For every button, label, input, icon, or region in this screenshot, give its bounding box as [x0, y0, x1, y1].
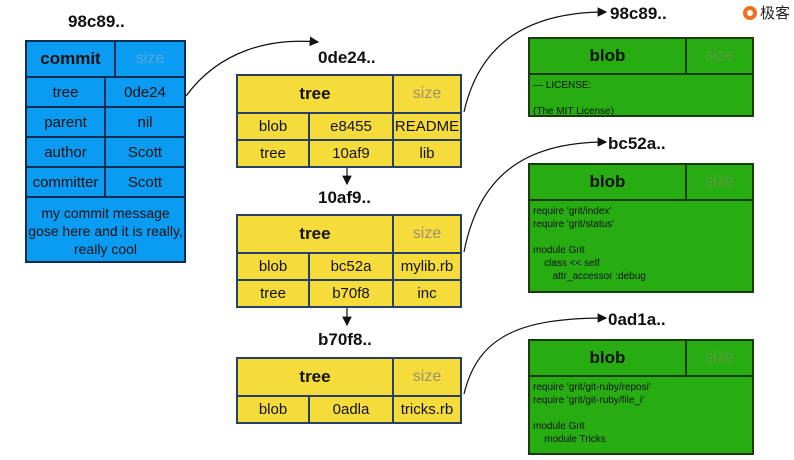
- tree-2-row-1-name: mylib.rb: [392, 252, 462, 281]
- commit-parent-key: parent: [25, 106, 106, 138]
- arrow-tree-to-license-blob: [463, 7, 608, 113]
- tree-3-size-label: size: [392, 357, 462, 397]
- blob-1-hash: 98c89..: [610, 4, 667, 23]
- commit-parent-value: nil: [104, 106, 186, 138]
- tree-2-type-label: tree: [236, 214, 394, 254]
- arrow-inc-tree-to-tricks-blob: [463, 313, 608, 395]
- blob-3-size-label: size: [685, 339, 754, 377]
- tree-1-size-label: size: [392, 74, 462, 114]
- blob-3-type-label: blob: [528, 339, 687, 377]
- tree-2-row-2-name: inc: [392, 279, 462, 308]
- commit-hash: 98c89..: [68, 12, 125, 31]
- tree-2-hash: 10af9..: [318, 188, 371, 207]
- tree-1-row-2-name: lib: [392, 139, 462, 168]
- commit-size-label: size: [114, 40, 186, 78]
- tree-2-row-2-sha: b70f8: [308, 279, 394, 308]
- commit-type-label: commit: [25, 40, 116, 78]
- arrow-subtree-to-grit-blob: [463, 137, 608, 253]
- arrow-commit-to-tree: [185, 36, 320, 97]
- tree-1-row-2-type: tree: [236, 139, 310, 168]
- blob-3-hash: 0ad1a..: [608, 310, 666, 329]
- tree-3-hash: b70f8..: [318, 330, 372, 349]
- tree-3-row-1-type: blob: [236, 395, 310, 424]
- commit-tree-key: tree: [25, 76, 106, 108]
- commit-tree-value: 0de24: [104, 76, 186, 108]
- tree-1-row-2-sha: 10af9: [308, 139, 394, 168]
- tree-2-row-2-type: tree: [236, 279, 310, 308]
- blob-2-hash: bc52a..: [608, 134, 666, 153]
- tree-3-row-1-name: tricks.rb: [392, 395, 462, 424]
- tree-1-hash: 0de24..: [318, 48, 376, 67]
- blob-3-content: require 'grit/git-ruby/reposi' require '…: [528, 375, 754, 455]
- brand-logo: 极客: [742, 2, 790, 23]
- tree-1-row-1-sha: e8455: [308, 112, 394, 141]
- brand-name: 极客: [759, 5, 790, 22]
- blob-1-content: — LICENSE: (The MIT License): [528, 73, 754, 117]
- commit-committer-value: Scott: [104, 166, 186, 198]
- tree-3-type-label: tree: [236, 357, 394, 397]
- tree-2-row-1-type: blob: [236, 252, 310, 281]
- blob-2-size-label: size: [685, 163, 754, 201]
- tree-1-type-label: tree: [236, 74, 394, 114]
- tree-2-row-1-sha: bc52a: [308, 252, 394, 281]
- blob-1-size-label: size: [685, 37, 754, 75]
- brand-logo-icon: [742, 5, 757, 20]
- tree-3-row-1-sha: 0adla: [308, 395, 394, 424]
- blob-2-type-label: blob: [528, 163, 687, 201]
- commit-message: my commit message gose here and it is re…: [25, 196, 186, 263]
- commit-committer-key: committer: [25, 166, 106, 198]
- blob-2-content: require 'grit/index' require 'grit/statu…: [528, 199, 754, 293]
- tree-2-size-label: size: [392, 214, 462, 254]
- tree-1-row-1-name: README: [392, 112, 462, 141]
- tree-1-row-1-type: blob: [236, 112, 310, 141]
- commit-author-value: Scott: [104, 136, 186, 168]
- blob-1-type-label: blob: [528, 37, 687, 75]
- commit-author-key: author: [25, 136, 106, 168]
